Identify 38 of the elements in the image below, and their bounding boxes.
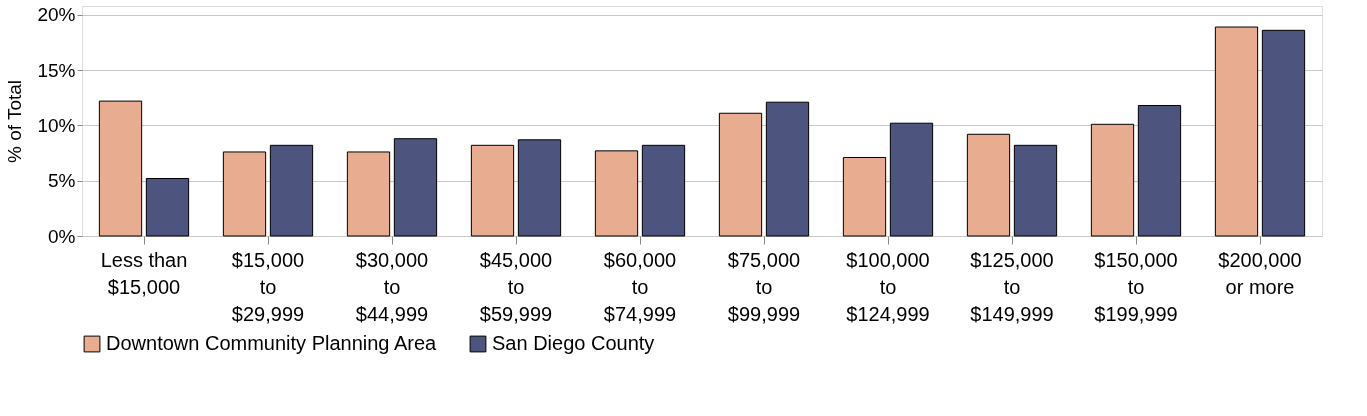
x-tick-label: $60,000 to $74,999 bbox=[603, 248, 677, 325]
y-axis-title: % of Total bbox=[4, 79, 26, 164]
bar bbox=[1261, 29, 1306, 237]
bar bbox=[966, 133, 1011, 237]
bar bbox=[842, 156, 887, 237]
bar bbox=[517, 139, 562, 237]
bar bbox=[222, 151, 267, 237]
bar bbox=[765, 101, 810, 237]
y-tick-label: 0% bbox=[48, 225, 76, 247]
x-tick-label: $45,000 to $59,999 bbox=[479, 248, 553, 325]
x-tick-label: Less than $15,000 bbox=[100, 248, 188, 298]
x-tick-label: $125,000 to $149,999 bbox=[970, 248, 1054, 325]
bar bbox=[1090, 123, 1135, 237]
legend-label: San Diego County bbox=[492, 332, 655, 354]
y-tick-label: 15% bbox=[37, 59, 76, 81]
bar bbox=[346, 151, 391, 237]
x-tick-label: $75,000 to $99,999 bbox=[727, 248, 801, 325]
bar bbox=[718, 112, 763, 237]
bar bbox=[269, 144, 314, 237]
bar bbox=[1137, 105, 1182, 237]
x-tick-label: $150,000 to $199,999 bbox=[1094, 248, 1178, 325]
x-tick-label: $100,000 to $124,999 bbox=[846, 248, 930, 325]
y-tick-label: 5% bbox=[48, 170, 76, 192]
bar bbox=[98, 100, 143, 237]
legend-label: Downtown Community Planning Area bbox=[106, 332, 438, 354]
bar bbox=[1013, 144, 1058, 237]
bar bbox=[393, 138, 438, 237]
bar bbox=[641, 144, 686, 237]
bar bbox=[470, 144, 515, 237]
y-tick-label: 20% bbox=[37, 4, 76, 26]
bar bbox=[1214, 26, 1259, 237]
bar bbox=[594, 150, 639, 237]
bar bbox=[145, 178, 190, 237]
x-tick-label: $15,000 to $29,999 bbox=[231, 248, 305, 325]
x-tick-label: $30,000 to $44,999 bbox=[355, 248, 429, 325]
y-tick-label: 10% bbox=[37, 114, 76, 136]
bar bbox=[889, 122, 934, 237]
x-tick-label: $200,000 or more bbox=[1218, 248, 1302, 298]
